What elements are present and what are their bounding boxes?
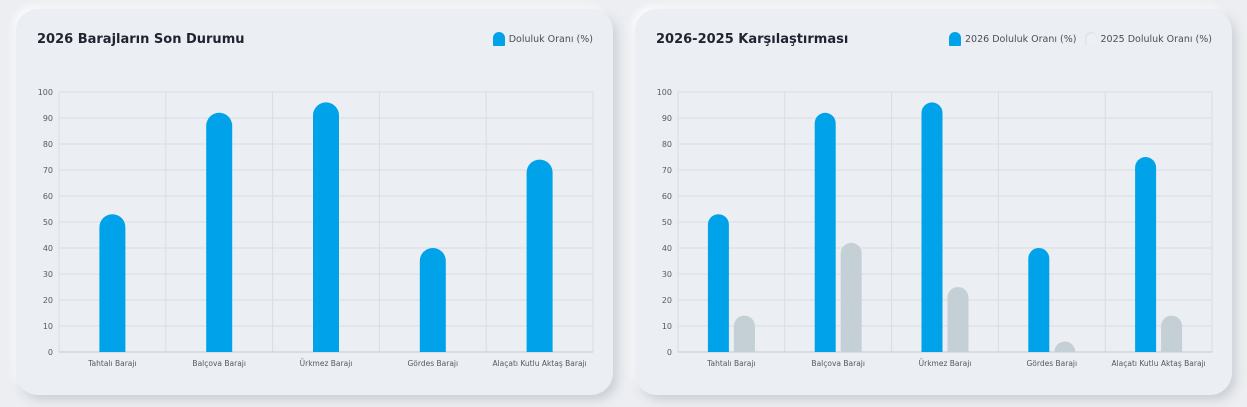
bar[interactable]: Gördes Barajı: 40 [1028, 248, 1050, 352]
y-tick-label: 20 [662, 296, 672, 305]
bar[interactable]: Tahtalı Barajı: 53 [707, 214, 729, 352]
bar[interactable]: Tahtalı Barajı: 14 [733, 315, 755, 352]
y-tick-label: 80 [43, 140, 53, 149]
dam-status-chart: 0 10 20 30 40 50 60 70 80 90 100 Tahtalı Barajı: 53… [38, 88, 594, 368]
x-tick-label: Balçova Barajı [192, 359, 246, 368]
legend-swatch-2025 [1084, 32, 1097, 46]
y-tick-label: 90 [662, 114, 672, 123]
x-tick-label: Tahtalı Barajı [87, 359, 136, 368]
legend-swatch [492, 32, 505, 46]
bar[interactable]: Alaçatı Kutlu Aktaş Barajı: 74 [526, 159, 553, 352]
x-tick-label: Gördes Barajı [407, 359, 458, 368]
x-tick-label: Ürkmez Barajı [919, 359, 972, 368]
x-tick-label: Alaçatı Kutlu Aktaş Barajı [492, 359, 586, 368]
y-tick-label: 80 [662, 140, 672, 149]
x-tick-label: Alaçatı Kutlu Aktaş Barajı [1111, 359, 1205, 368]
x-tick-label: Ürkmez Barajı [300, 359, 353, 368]
x-tick-label: Gördes Barajı [1026, 359, 1077, 368]
legend-label: Doluluk Oranı (%) [508, 33, 593, 45]
y-tick-label: 30 [662, 270, 672, 279]
y-tick-label: 10 [43, 322, 53, 331]
bar[interactable]: Alaçatı Kutlu Aktaş Barajı: 75 [1135, 157, 1157, 352]
bar[interactable]: Gördes Barajı: 4 [1054, 341, 1076, 353]
y-tick-label: 20 [43, 296, 53, 305]
y-tick-label: 10 [662, 322, 672, 331]
bar[interactable]: Balçova Barajı: 92 [206, 112, 233, 352]
chart-title: 2026 Barajların Son Durumu [37, 32, 245, 47]
chart-legend: 2026 Doluluk Oranı (%) 2025 Doluluk Oran… [949, 32, 1212, 46]
y-tick-label: 30 [43, 270, 53, 279]
legend-label-2026: 2026 Doluluk Oranı (%) [965, 33, 1077, 45]
chart-legend: Doluluk Oranı (%) [492, 32, 593, 46]
y-tick-label: 100 [657, 88, 672, 97]
x-tick-label: Balçova Barajı [811, 359, 865, 368]
y-tick-label: 50 [43, 218, 53, 227]
bar[interactable]: Tahtalı Barajı: 53 [99, 214, 126, 352]
bar[interactable]: Ürkmez Barajı: 96 [921, 102, 943, 352]
legend-label-2025: 2025 Doluluk Oranı (%) [1100, 33, 1213, 45]
bar[interactable]: Balçova Barajı: 92 [814, 112, 836, 352]
bar[interactable]: Balçova Barajı: 42 [840, 242, 862, 352]
bar[interactable]: Alaçatı Kutlu Aktaş Barajı: 14 [1161, 315, 1183, 352]
legend-item-2025[interactable]: 2025 Doluluk Oranı (%) [1084, 32, 1213, 46]
legend-swatch-2026 [949, 32, 961, 46]
bar[interactable]: Ürkmez Barajı: 25 [947, 287, 969, 352]
y-tick-label: 0 [48, 348, 53, 357]
y-tick-label: 60 [662, 192, 672, 201]
x-tick-label: Tahtalı Barajı [706, 359, 755, 368]
comparison-card: 2026-2025 Karşılaştırması 2026 Doluluk O… [635, 9, 1232, 395]
y-tick-label: 40 [43, 244, 53, 253]
chart-title: 2026-2025 Karşılaştırması [656, 32, 849, 47]
y-tick-label: 50 [662, 218, 672, 227]
legend-item-2026[interactable]: 2026 Doluluk Oranı (%) [949, 32, 1077, 46]
dam-status-card: 2026 Barajların Son Durumu Doluluk Oranı… [16, 9, 613, 395]
bar[interactable]: Gördes Barajı: 40 [419, 248, 446, 352]
y-tick-label: 70 [662, 166, 672, 175]
comparison-chart: 0 10 20 30 40 50 60 70 80 90 100 Tahtalı Barajı: 53… [657, 88, 1213, 368]
legend-item-doluluk[interactable]: Doluluk Oranı (%) [492, 32, 593, 46]
y-tick-label: 100 [38, 88, 53, 97]
bar[interactable]: Ürkmez Barajı: 96 [313, 102, 339, 352]
y-tick-label: 60 [43, 192, 53, 201]
y-tick-label: 70 [43, 166, 53, 175]
y-tick-label: 0 [667, 348, 672, 357]
y-tick-label: 40 [662, 244, 672, 253]
y-tick-label: 90 [43, 114, 53, 123]
